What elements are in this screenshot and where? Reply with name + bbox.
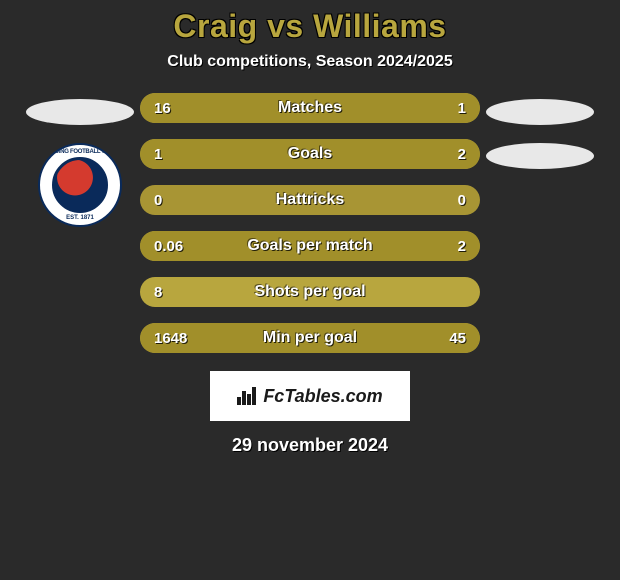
date-label: 29 november 2024 [232,435,388,456]
stat-bar: 1Goals2 [140,139,480,169]
stat-label: Goals per match [140,231,480,261]
crest-inner-icon [52,157,108,213]
stat-label: Min per goal [140,323,480,353]
crest-bot-label: EST. 1871 [40,215,120,221]
watermark-label: FcTables.com [263,386,382,407]
comparison-card: Craig vs Williams Club competitions, Sea… [0,0,620,456]
chart-bars-icon [237,387,257,405]
left-club-crest-icon: READING FOOTBALL CLUB EST. 1871 [38,143,122,227]
right-column [480,93,600,169]
stat-bar: 8Shots per goal [140,277,480,307]
stat-label: Goals [140,139,480,169]
stat-value-right: 0 [458,185,466,215]
stat-bar: 0Hattricks0 [140,185,480,215]
stat-bar: 0.06Goals per match2 [140,231,480,261]
page-title: Craig vs Williams [173,8,446,45]
stat-label: Shots per goal [140,277,480,307]
stat-label: Matches [140,93,480,123]
stat-value-right: 1 [458,93,466,123]
left-flag-icon [26,99,134,125]
stat-bar: 16Matches1 [140,93,480,123]
main-row: READING FOOTBALL CLUB EST. 1871 16Matche… [0,93,620,353]
stats-bars: 16Matches11Goals20Hattricks00.06Goals pe… [140,93,480,353]
stat-bar: 1648Min per goal45 [140,323,480,353]
subtitle: Club competitions, Season 2024/2025 [167,53,452,71]
watermark: FcTables.com [210,371,410,421]
stat-value-right: 2 [458,139,466,169]
right-flag-icon-2 [486,143,594,169]
left-column: READING FOOTBALL CLUB EST. 1871 [20,93,140,227]
right-flag-icon-1 [486,99,594,125]
stat-value-right: 45 [449,323,466,353]
stat-label: Hattricks [140,185,480,215]
crest-top-label: READING FOOTBALL CLUB [40,149,120,155]
stat-value-right: 2 [458,231,466,261]
